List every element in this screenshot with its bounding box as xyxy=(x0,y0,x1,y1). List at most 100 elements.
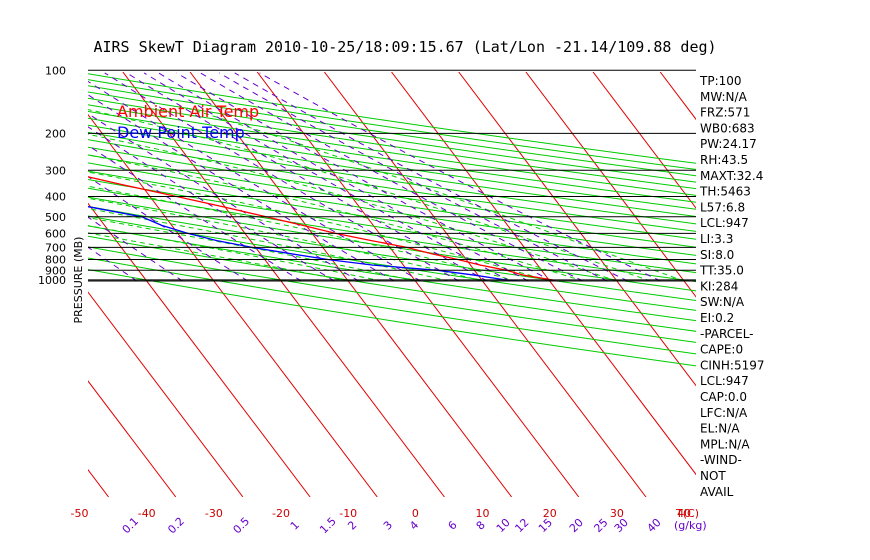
mixing-ratio-tick-label: 6 xyxy=(446,518,460,532)
pressure-tick-label: 300 xyxy=(45,164,66,177)
mixing-ratio-line xyxy=(88,144,302,282)
ambient-air-temp-line xyxy=(88,176,557,282)
bottom-temp-tick-label: 0 xyxy=(412,507,419,520)
dry-adiabat xyxy=(88,73,696,164)
mixing-ratio-line xyxy=(176,72,553,282)
index-item: TT:35.0 xyxy=(699,264,744,278)
pressure-tick-label: 900 xyxy=(45,264,66,277)
dry-adiabat xyxy=(88,235,696,332)
index-item: SI:8.0 xyxy=(700,248,734,262)
index-item: CINH:5197 xyxy=(700,358,765,372)
mixing-ratio-tick-label: 20 xyxy=(567,516,586,535)
mixing-ratio-tick-label: 0.5 xyxy=(231,515,253,537)
pressure-tick-label: 100 xyxy=(45,64,66,77)
index-item: LFC:N/A xyxy=(700,406,748,420)
index-item: TP:100 xyxy=(699,74,742,88)
isotherm xyxy=(458,72,696,387)
mixing-ratio-line xyxy=(143,72,511,282)
chart-series xyxy=(88,176,557,282)
dry-adiabat xyxy=(88,205,696,301)
mixing-ratio-tick-label: 25 xyxy=(591,516,610,535)
index-item: SW:N/A xyxy=(700,295,745,309)
index-item: L57:6.8 xyxy=(700,200,745,214)
mixing-ratio-label: (g/kg) xyxy=(674,519,707,532)
chart-title: AIRS SkewT Diagram 2010-10-25/18:09:15.6… xyxy=(93,38,716,56)
index-item: LI:3.3 xyxy=(700,232,733,246)
mixing-ratio-line xyxy=(200,72,584,282)
chart-grid xyxy=(88,72,696,497)
mixing-ratio-line xyxy=(88,175,249,282)
index-item: WB0:683 xyxy=(700,121,755,135)
mixing-ratio-tick-label: 40 xyxy=(645,516,664,535)
bottom-temp-tick-label: -10 xyxy=(339,507,357,520)
isotherm xyxy=(592,72,696,209)
index-item: MPL:N/A xyxy=(700,437,750,451)
moist-adiabat xyxy=(88,217,416,282)
dry-adiabat xyxy=(88,196,696,292)
mixing-ratio-tick-label: 8 xyxy=(474,518,488,532)
mixing-ratio-line xyxy=(88,94,395,282)
index-item: KI:284 xyxy=(700,279,738,293)
mixing-ratio-tick-label: 2 xyxy=(345,518,359,532)
pressure-tick-label: 800 xyxy=(45,254,66,267)
index-item: -PARCEL- xyxy=(700,327,754,341)
index-item: TH:5463 xyxy=(699,185,751,199)
moist-adiabat xyxy=(88,133,617,282)
dry-adiabat xyxy=(88,85,696,177)
dew-point-temp-line xyxy=(88,206,520,282)
moist-adiabat xyxy=(185,107,685,282)
bottom-temp-tick-label: -40 xyxy=(138,507,156,520)
isotherm xyxy=(88,291,244,497)
isotherm xyxy=(189,72,513,497)
dry-adiabat xyxy=(88,139,696,232)
index-item: NOT xyxy=(700,469,726,483)
moist-adiabat xyxy=(88,225,382,282)
bottom-temp-tick-label: 20 xyxy=(543,507,557,520)
pressure-tick-label: 200 xyxy=(45,127,66,140)
isotherm xyxy=(659,72,696,121)
dry-adiabat xyxy=(88,110,696,203)
isotherm xyxy=(122,72,445,497)
isotherm xyxy=(323,72,647,497)
index-item: CAPE:0 xyxy=(700,343,743,357)
pressure-tick-label: 400 xyxy=(45,190,66,203)
index-item: MAXT:32.4 xyxy=(700,169,763,183)
mixing-ratio-tick-label: 1.5 xyxy=(317,515,339,537)
bottom-temp-tick-label: -50 xyxy=(71,507,89,520)
dry-adiabat xyxy=(88,97,696,190)
index-item: -WIND- xyxy=(700,453,742,467)
isotherm xyxy=(88,202,311,497)
mixing-ratio-tick-label: 12 xyxy=(513,516,532,535)
index-item: MW:N/A xyxy=(700,90,748,104)
mixing-ratio-tick-label: 4 xyxy=(407,518,421,532)
legend-ambient-air-temp: Ambient Air Temp xyxy=(117,102,259,121)
index-item: PW:24.17 xyxy=(700,137,757,151)
mixing-ratio-line xyxy=(218,72,608,282)
index-item: LCL:947 xyxy=(700,216,749,230)
moist-adiabat xyxy=(88,109,651,282)
bottom-temp-tick-label: 40 xyxy=(677,507,691,520)
dry-adiabat xyxy=(88,257,696,355)
index-item: AVAIL xyxy=(700,485,734,499)
dry-adiabat xyxy=(88,131,696,225)
dry-adiabat xyxy=(88,225,696,322)
mixing-ratio-tick-label: 0.2 xyxy=(165,515,187,537)
moist-adiabat xyxy=(88,185,517,282)
x-axis-label: T(C) xyxy=(675,507,699,520)
isotherm xyxy=(391,72,696,476)
isotherm xyxy=(256,72,580,497)
dry-adiabat xyxy=(88,104,696,196)
moist-adiabat xyxy=(88,232,349,282)
moist-adiabat xyxy=(88,171,550,282)
dry-adiabat xyxy=(88,124,696,217)
pressure-tick-label: 500 xyxy=(45,211,66,224)
y-axis-label: PRESSURE (MB) xyxy=(72,237,85,324)
mixing-ratio-line xyxy=(234,72,629,282)
mixing-ratio-tick-label: 1 xyxy=(288,518,302,532)
bottom-temp-tick-label: 10 xyxy=(476,507,490,520)
mixing-ratio-line xyxy=(126,72,488,282)
pressure-tick-label: 1000 xyxy=(38,274,66,287)
moist-adiabat xyxy=(88,197,483,282)
